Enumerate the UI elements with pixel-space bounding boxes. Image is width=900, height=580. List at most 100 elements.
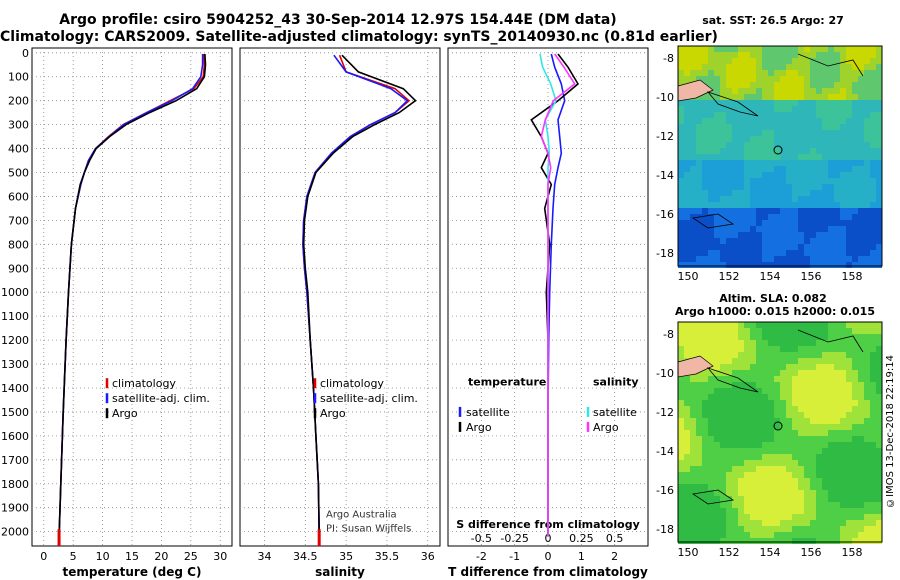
- sst-map-cell: [678, 118, 684, 124]
- sst-map-cell: [870, 244, 876, 250]
- sst-map-cell: [720, 142, 726, 148]
- sla-map-cell: [690, 376, 696, 382]
- sla-map-cell: [810, 376, 816, 382]
- sla-map-cell: [684, 520, 690, 526]
- sst-map-cell: [726, 106, 732, 112]
- sst-map-cell: [846, 46, 852, 52]
- sst-argo-location: [773, 145, 783, 155]
- sst-map-cell: [792, 46, 798, 52]
- sla-map-cell: [750, 508, 756, 514]
- sla-map-cell: [792, 442, 798, 448]
- salinity-x-tick-label: 36: [421, 550, 435, 563]
- sla-map-cell: [864, 394, 870, 400]
- sla-map-cell: [678, 406, 684, 412]
- sla-map-cell: [852, 406, 858, 412]
- sla-map-cell: [738, 406, 744, 412]
- sla-map-cell: [696, 478, 702, 484]
- sst-map-cell: [864, 166, 870, 172]
- sla-map-cell: [804, 490, 810, 496]
- sst-map-cell: [864, 208, 870, 214]
- sla-map-cell: [756, 520, 762, 526]
- sla-map-cell: [750, 406, 756, 412]
- sla-map-cell: [726, 436, 732, 442]
- sst-map-cell: [828, 256, 834, 262]
- sst-map-cell: [696, 142, 702, 148]
- sst-map-cell: [690, 106, 696, 112]
- sst-map-cell: [714, 244, 720, 250]
- sst-map-cell: [870, 88, 876, 94]
- sst-map-cell: [732, 250, 738, 256]
- sla-map-cell: [876, 526, 882, 532]
- sst-map-cell: [822, 214, 828, 220]
- sla-map-cell: [840, 430, 846, 436]
- sst-map-cell: [678, 262, 684, 268]
- sla-map-cell: [780, 472, 786, 478]
- sst-map-cell: [744, 76, 750, 82]
- sst-map-cell: [804, 88, 810, 94]
- sla-map-cell: [684, 394, 690, 400]
- sst-map-cell: [756, 262, 762, 268]
- sst-map-cell: [870, 166, 876, 172]
- sla-map-cell: [738, 370, 744, 376]
- sst-map-cell: [780, 52, 786, 58]
- sla-map-cell: [768, 454, 774, 460]
- sst-map-cell: [720, 172, 726, 178]
- sla-map-cell: [852, 454, 858, 460]
- sla-map-cell: [846, 526, 852, 532]
- sla-map-cell: [864, 400, 870, 406]
- sla-map-cell: [840, 352, 846, 358]
- sst-map-cell: [834, 178, 840, 184]
- sst-map-cell: [750, 118, 756, 124]
- sst-map-cell: [810, 196, 816, 202]
- sst-map-cell: [732, 220, 738, 226]
- sla-map-cell: [756, 478, 762, 484]
- sla-map-cell: [822, 484, 828, 490]
- sla-map-cell: [726, 460, 732, 466]
- sst-map-cell: [690, 208, 696, 214]
- sla-map-cell: [804, 478, 810, 484]
- sst-map-cell: [852, 124, 858, 130]
- sst-map-cell: [816, 82, 822, 88]
- sla-map-cell: [678, 526, 684, 532]
- sst-map-cell: [858, 58, 864, 64]
- sst-map-cell: [750, 196, 756, 202]
- sst-map-cell: [732, 124, 738, 130]
- sst-map-cell: [810, 88, 816, 94]
- sst-map-cell: [828, 220, 834, 226]
- sla-map-cell: [780, 340, 786, 346]
- depth-tick-label: 1000: [1, 286, 29, 299]
- sla-map-cell: [720, 508, 726, 514]
- sla-map-cell: [690, 454, 696, 460]
- sst-map-cell: [750, 208, 756, 214]
- sst-map-cell: [858, 184, 864, 190]
- sst-map-cell: [738, 214, 744, 220]
- sla-map-cell: [810, 460, 816, 466]
- sst-map-cell: [714, 160, 720, 166]
- sst-map-cell: [846, 136, 852, 142]
- sst-map-cell: [714, 202, 720, 208]
- sst-map-cell: [726, 226, 732, 232]
- sla-map-cell: [684, 406, 690, 412]
- sla-map-cell: [678, 346, 684, 352]
- sst-map-cell: [696, 208, 702, 214]
- sst-map-cell: [870, 70, 876, 76]
- sst-map-cell: [864, 202, 870, 208]
- sst-map-cell: [738, 208, 744, 214]
- sst-map-cell: [750, 100, 756, 106]
- sla-map-cell: [696, 406, 702, 412]
- sla-map-cell: [786, 430, 792, 436]
- sst-map-cell: [768, 172, 774, 178]
- sla-map-cell: [858, 466, 864, 472]
- sst-map-cell: [834, 124, 840, 130]
- depth-tick-label: 100: [8, 71, 29, 84]
- sla-map-cell: [744, 334, 750, 340]
- sst-map-cell: [768, 64, 774, 70]
- sst-map-cell: [744, 226, 750, 232]
- sla-map-cell: [690, 340, 696, 346]
- sst-map-cell: [678, 172, 684, 178]
- sst-map-cell: [732, 244, 738, 250]
- sla-map-cell: [834, 424, 840, 430]
- sla-map-cell: [768, 496, 774, 502]
- sst-map-cell: [744, 154, 750, 160]
- sla-map-cell: [786, 358, 792, 364]
